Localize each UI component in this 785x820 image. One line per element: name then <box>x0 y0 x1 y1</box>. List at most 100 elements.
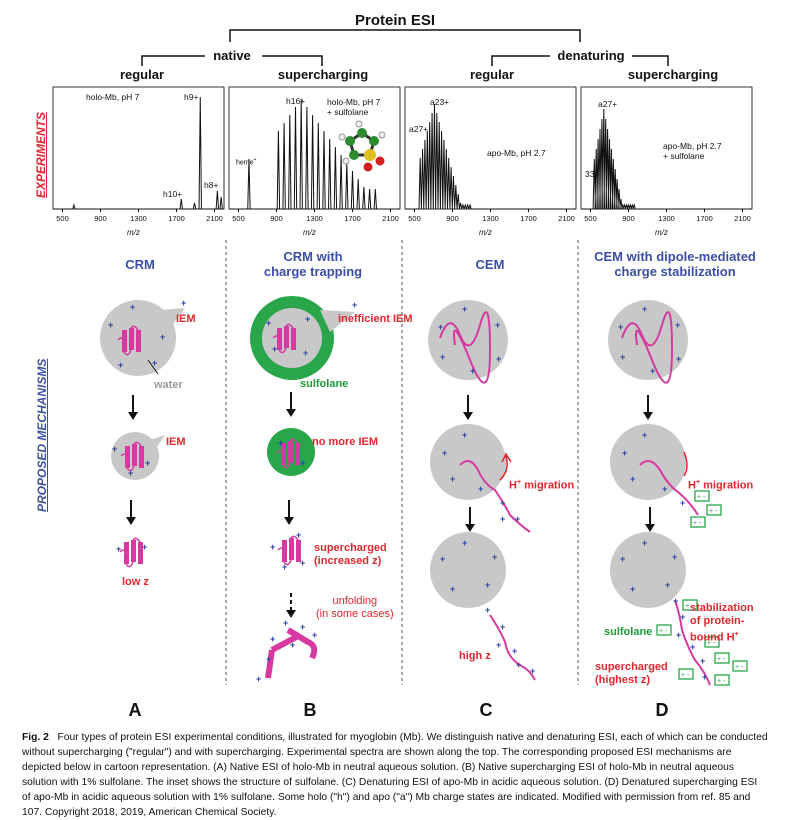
b-supercharged-label: supercharged (increased z) <box>314 542 387 567</box>
svg-text:+: + <box>282 562 287 572</box>
svg-text:+: + <box>152 358 157 368</box>
peak-a27-c: a27+ <box>409 124 429 134</box>
tick-label: 2100 <box>382 214 399 223</box>
peak-heme: heme+ <box>236 157 257 167</box>
a-iem-label-2: IEM <box>166 436 186 448</box>
peak-h16: h16+ <box>286 96 306 106</box>
svg-text:+: + <box>116 544 121 554</box>
svg-text:+: + <box>620 352 625 362</box>
tick-label: 1300 <box>482 214 499 223</box>
tick-label: 500 <box>56 214 69 223</box>
supercharging-label-b: supercharging <box>277 67 369 82</box>
svg-text:+: + <box>500 622 505 632</box>
svg-text:+: + <box>300 558 305 568</box>
tick-label: 1700 <box>168 214 185 223</box>
denaturing-label: denaturing <box>557 48 625 63</box>
svg-text:+: + <box>672 552 677 562</box>
b-unfolding-label: unfolding (in some cases) <box>316 595 394 620</box>
tick-label: 1300 <box>130 214 147 223</box>
svg-text:+: + <box>160 332 165 342</box>
spectrum-d-label: apo-Mb, pH 2.7 + sulfolane <box>663 141 722 161</box>
svg-text:+: + <box>630 474 635 484</box>
svg-text:+: + <box>642 430 647 440</box>
svg-text:+: + <box>500 498 505 508</box>
svg-text:+: + <box>662 484 667 494</box>
panel-letter-d: D <box>655 700 669 720</box>
svg-text:+: + <box>690 642 695 652</box>
xlabel-c: m/z <box>479 228 492 237</box>
mech-d-droplet-1: + + + + + + <box>608 300 688 384</box>
figure-caption: Fig. 2 Four types of protein ESI experim… <box>22 730 768 820</box>
svg-text:+: + <box>290 640 295 650</box>
svg-text:+: + <box>272 344 277 354</box>
svg-text:+: + <box>266 318 271 328</box>
svg-text:+: + <box>438 322 443 332</box>
svg-text:+: + <box>112 444 117 454</box>
svg-text:+: + <box>630 584 635 594</box>
svg-text:+: + <box>450 584 455 594</box>
d-supercharged-label: supercharged (highest z) <box>595 661 668 686</box>
header-brackets <box>141 29 669 66</box>
spectrum-trace-2 <box>405 103 576 210</box>
d-sulfolane-label: sulfolane <box>604 626 653 638</box>
peak-h10: h10+ <box>163 189 183 199</box>
mech-b-droplet-large: + + + + + <box>250 296 357 380</box>
svg-text:+: + <box>516 660 521 670</box>
mech-c-droplet-1: + + + + + + <box>428 300 508 384</box>
mech-a-droplet-small: + + + <box>111 432 165 480</box>
tick-label: 1300 <box>306 214 323 223</box>
svg-text:+: + <box>500 514 505 524</box>
svg-text:+: + <box>702 672 707 682</box>
a-iem-label-1: IEM <box>176 313 196 325</box>
svg-text:+: + <box>512 646 517 656</box>
svg-text:+: + <box>300 458 305 468</box>
svg-text:+: + <box>118 360 123 370</box>
svg-text:+: + <box>700 656 705 666</box>
tick-label: 1700 <box>344 214 361 223</box>
mech-d-droplet-2: + + + + + <box>610 424 722 528</box>
b-no-iem-label: no more IEM <box>312 436 379 448</box>
mech-c-droplet-3: + + + + + <box>430 532 506 608</box>
svg-text:+: + <box>270 542 275 552</box>
a-result-label: low z <box>122 576 149 588</box>
mechanism-d-title: CEM with dipole-mediated charge stabiliza… <box>594 249 756 279</box>
svg-text:+: + <box>278 438 283 448</box>
svg-text:+: + <box>296 530 301 540</box>
svg-text:+: + <box>305 314 310 324</box>
svg-text:+: + <box>496 640 501 650</box>
mech-a-ion: + + <box>116 537 147 568</box>
mechanism-b-title: CRM with charge trapping <box>263 249 363 279</box>
spectrum-trace-0 <box>53 96 224 210</box>
spectrum-b-label: holo-Mb, pH 7 + sulfolane <box>327 97 381 117</box>
mech-b-dashed-arrow <box>286 593 296 618</box>
tick-label: 1300 <box>658 214 675 223</box>
mech-d-droplet-3: ++ ++ + <box>610 532 686 608</box>
b-iem-label: inefficient IEM <box>338 313 413 325</box>
panel-letter-c: C <box>479 700 493 720</box>
mech-c-droplet-2: + + + + + + + <box>430 424 531 533</box>
svg-text:+: + <box>618 322 623 332</box>
svg-text:+: + <box>270 634 275 644</box>
svg-text:+: + <box>680 612 685 622</box>
mech-d-ion: ++++++ <box>656 596 748 686</box>
mechanism-cartoons: +- ++++++ +++ ++ +++++ ++ ++++ +++++++ <box>100 296 748 686</box>
tick-label: 500 <box>584 214 597 223</box>
spectrum-a-label: holo-Mb, pH 7 <box>86 92 140 102</box>
xlabel-b: m/z <box>303 228 316 237</box>
mech-a-droplet-large: + + + + + + <box>100 298 186 376</box>
svg-text:+: + <box>642 304 647 314</box>
tick-label: 900 <box>446 214 459 223</box>
svg-text:+: + <box>352 300 357 310</box>
svg-text:+: + <box>283 618 288 628</box>
svg-text:+: + <box>462 430 467 440</box>
svg-text:+: + <box>256 674 261 684</box>
peak-h9: h9+ <box>184 92 199 102</box>
svg-text:+: + <box>496 354 501 364</box>
svg-text:+: + <box>440 352 445 362</box>
spectra-row: 500 900 1300 1700 2100 500 900 1300 1700 2100 500 9… <box>52 86 753 223</box>
svg-text:+: + <box>142 542 147 552</box>
native-label: native <box>213 48 251 63</box>
caption-label: Fig. 2 <box>22 732 49 743</box>
d-stabilization-label: stabilization of protein-bound H+ <box>690 602 754 644</box>
svg-text:+: + <box>485 605 490 615</box>
